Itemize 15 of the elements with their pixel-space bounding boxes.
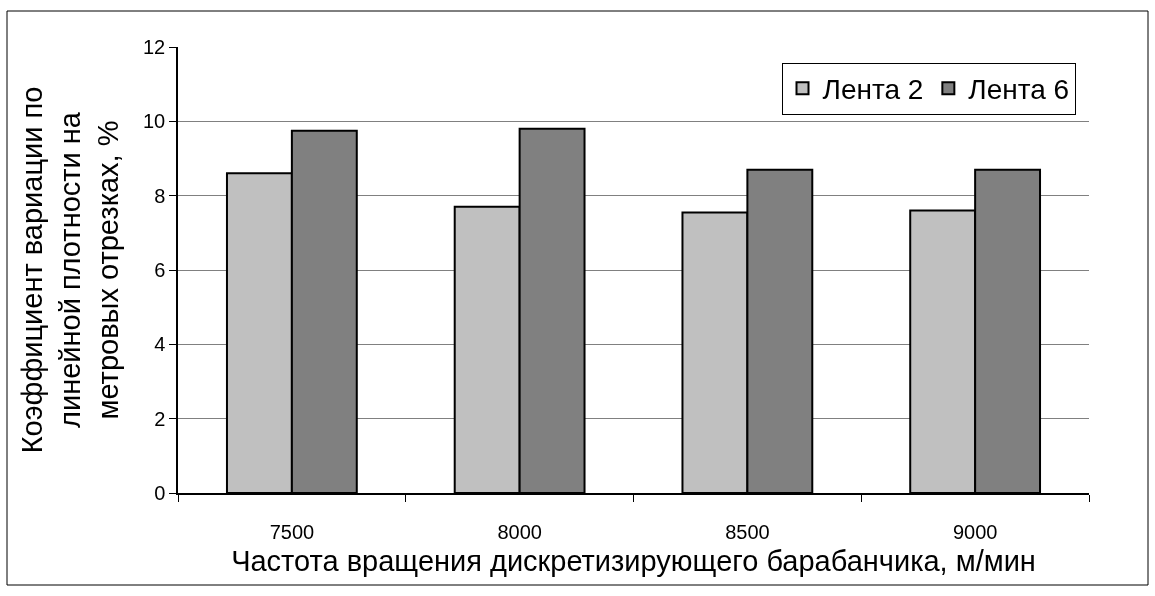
y-tick-label: 8 [154, 184, 166, 207]
y-tick-label: 0 [154, 482, 166, 504]
x-tick-label: 9000 [952, 520, 998, 543]
y-tick-label: 12 [143, 36, 166, 58]
x-tick-label: 8000 [497, 520, 542, 543]
y-tick-label: 4 [154, 333, 166, 356]
y-tick-label: 6 [154, 259, 166, 281]
x-tick-label: 7500 [269, 520, 315, 543]
legend-label: Лента 6 [968, 74, 1070, 106]
y-axis-title: Коэффициент вариации по линейной плотности на метровых отрезках, % [16, 86, 124, 454]
x-tick-label: 8500 [725, 520, 770, 543]
legend-label: Лента 2 [822, 74, 924, 106]
y-tick-label: 10 [143, 110, 166, 133]
x-axis-title: Частота вращения дискретизирующего барабанчика, м/мин [231, 545, 1036, 578]
y-tick-label: 2 [154, 407, 166, 430]
